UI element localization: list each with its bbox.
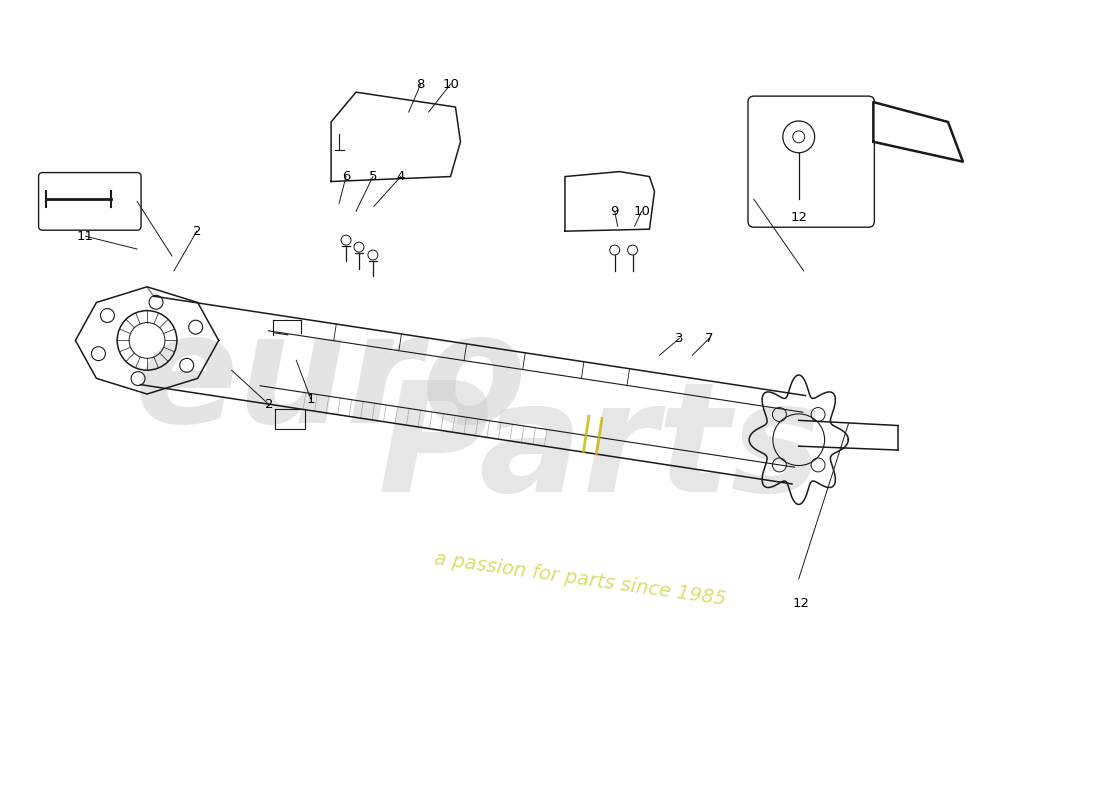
Text: 6: 6 — [342, 170, 350, 183]
Text: 10: 10 — [634, 205, 650, 218]
Text: 11: 11 — [77, 230, 94, 242]
Text: 5: 5 — [368, 170, 377, 183]
Text: 2: 2 — [192, 225, 201, 238]
Text: 12: 12 — [790, 210, 807, 224]
Text: 10: 10 — [442, 78, 459, 90]
Text: 2: 2 — [265, 398, 274, 411]
Polygon shape — [873, 102, 962, 162]
Text: 9: 9 — [610, 205, 619, 218]
Text: Parts: Parts — [377, 375, 822, 524]
Text: 3: 3 — [675, 332, 683, 345]
Text: 8: 8 — [417, 78, 425, 90]
Text: euro: euro — [134, 306, 528, 454]
Text: 12: 12 — [792, 597, 810, 610]
Text: a passion for parts since 1985: a passion for parts since 1985 — [432, 549, 727, 609]
Text: 7: 7 — [705, 332, 714, 345]
Text: 4: 4 — [397, 170, 405, 183]
Text: 1: 1 — [307, 394, 316, 406]
